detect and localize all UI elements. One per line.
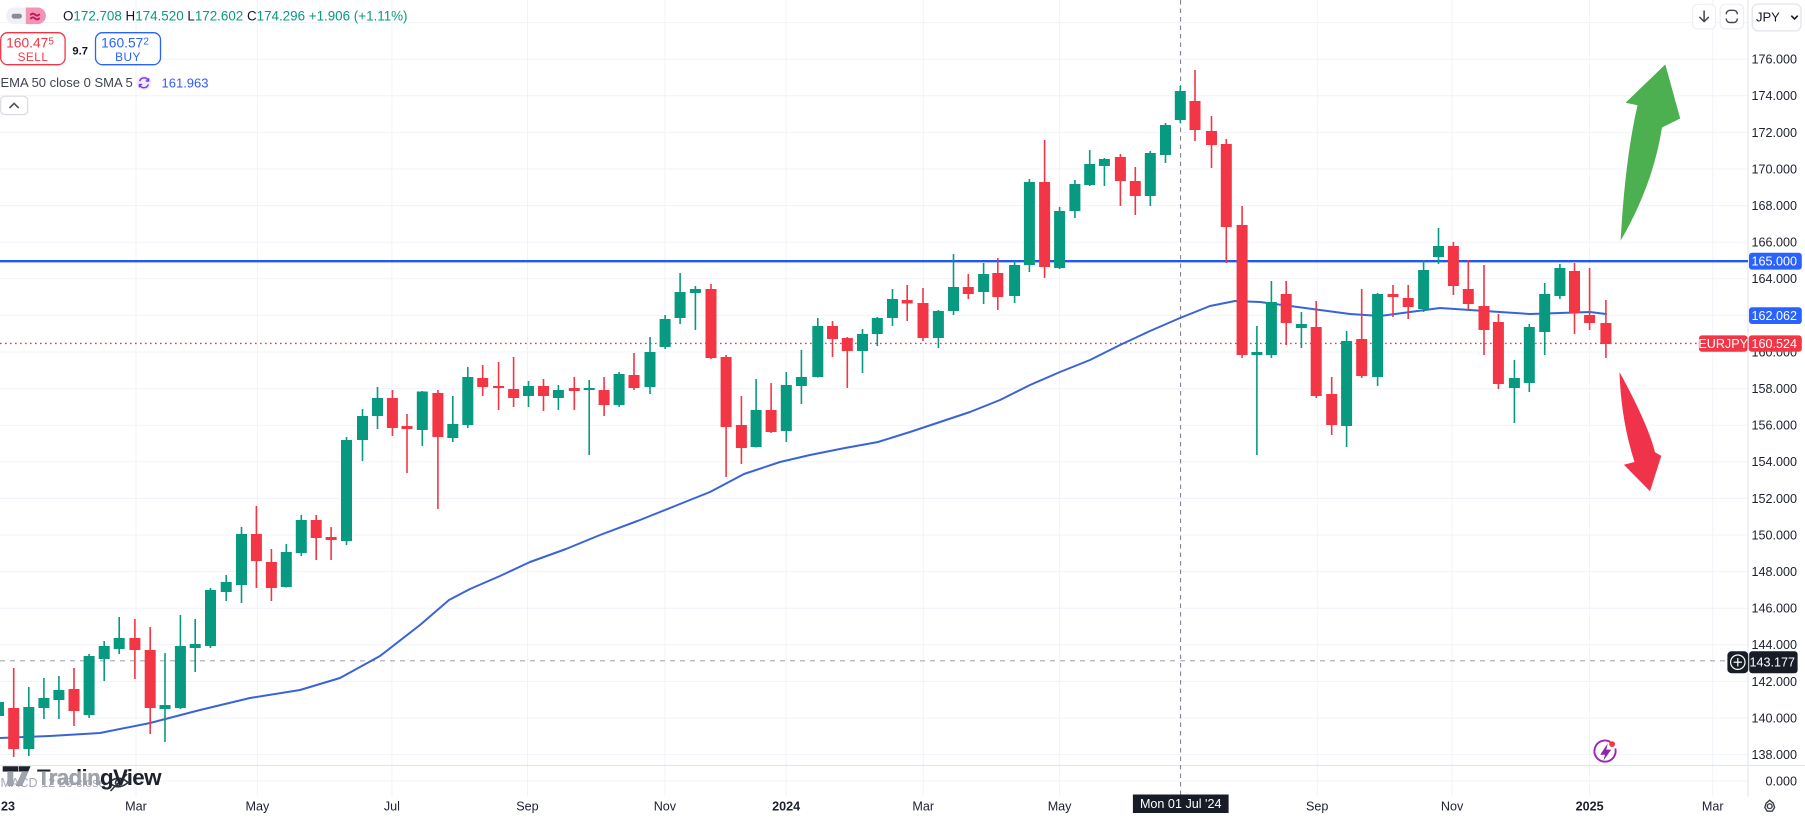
svg-text:162.062: 162.062 xyxy=(1751,309,1797,323)
svg-text:9.7: 9.7 xyxy=(72,46,88,58)
svg-text:Nov: Nov xyxy=(1441,800,1464,814)
svg-text:160.475: 160.475 xyxy=(6,36,54,51)
svg-text:Sep: Sep xyxy=(516,800,538,814)
svg-text:142.000: 142.000 xyxy=(1751,675,1797,689)
svg-text:0.000: 0.000 xyxy=(1765,774,1797,788)
svg-text:Mar: Mar xyxy=(125,800,147,814)
svg-text:166.000: 166.000 xyxy=(1751,236,1797,250)
svg-text:161.963: 161.963 xyxy=(162,75,209,90)
svg-text:23: 23 xyxy=(1,800,15,814)
svg-text:158.000: 158.000 xyxy=(1751,382,1797,396)
svg-text:154.000: 154.000 xyxy=(1751,455,1797,469)
svg-text:JPY: JPY xyxy=(1756,10,1780,25)
svg-text:O172.708 H174.520 L172.602 C17: O172.708 H174.520 L172.602 C174.296 +1.9… xyxy=(63,9,408,24)
svg-text:EURJPY: EURJPY xyxy=(1698,337,1748,351)
svg-text:Nov: Nov xyxy=(654,800,677,814)
svg-text:165.000: 165.000 xyxy=(1751,255,1797,269)
svg-text:TradingView: TradingView xyxy=(37,765,162,790)
svg-text:138.000: 138.000 xyxy=(1751,748,1797,762)
svg-text:Tradin: Tradin xyxy=(37,765,100,790)
svg-text:152.000: 152.000 xyxy=(1751,492,1797,506)
svg-text:EMA 50 close 0 SMA 5: EMA 50 close 0 SMA 5 xyxy=(1,75,133,90)
svg-text:MACD 12 26 close: MACD 12 26 close xyxy=(1,776,106,790)
svg-text:150.000: 150.000 xyxy=(1751,528,1797,542)
svg-text:2024: 2024 xyxy=(772,800,800,814)
svg-text:160.572: 160.572 xyxy=(101,36,149,51)
svg-text:SELL: SELL xyxy=(18,50,49,64)
svg-text:172.000: 172.000 xyxy=(1751,126,1797,140)
svg-text:176.000: 176.000 xyxy=(1751,53,1797,67)
svg-text:170.000: 170.000 xyxy=(1751,162,1797,176)
svg-text:160.524: 160.524 xyxy=(1751,337,1797,351)
svg-text:156.000: 156.000 xyxy=(1751,419,1797,433)
svg-text:140.000: 140.000 xyxy=(1751,711,1797,725)
svg-text:164.000: 164.000 xyxy=(1751,272,1797,286)
svg-text:144.000: 144.000 xyxy=(1751,638,1797,652)
svg-text:148.000: 148.000 xyxy=(1751,565,1797,579)
svg-text:BUY: BUY xyxy=(115,50,141,64)
svg-text:May: May xyxy=(246,800,270,814)
svg-text:146.000: 146.000 xyxy=(1751,602,1797,616)
svg-text:168.000: 168.000 xyxy=(1751,199,1797,213)
svg-text:Jul: Jul xyxy=(384,800,400,814)
svg-text:Mar: Mar xyxy=(1702,800,1724,814)
svg-text:143.177: 143.177 xyxy=(1749,656,1795,670)
svg-text:Mar: Mar xyxy=(912,800,934,814)
svg-text:2025: 2025 xyxy=(1576,800,1604,814)
svg-text:Sep: Sep xyxy=(1306,800,1328,814)
svg-text:May: May xyxy=(1048,800,1072,814)
svg-text:174.000: 174.000 xyxy=(1751,89,1797,103)
svg-text:Mon 01 Jul '24: Mon 01 Jul '24 xyxy=(1140,797,1222,811)
